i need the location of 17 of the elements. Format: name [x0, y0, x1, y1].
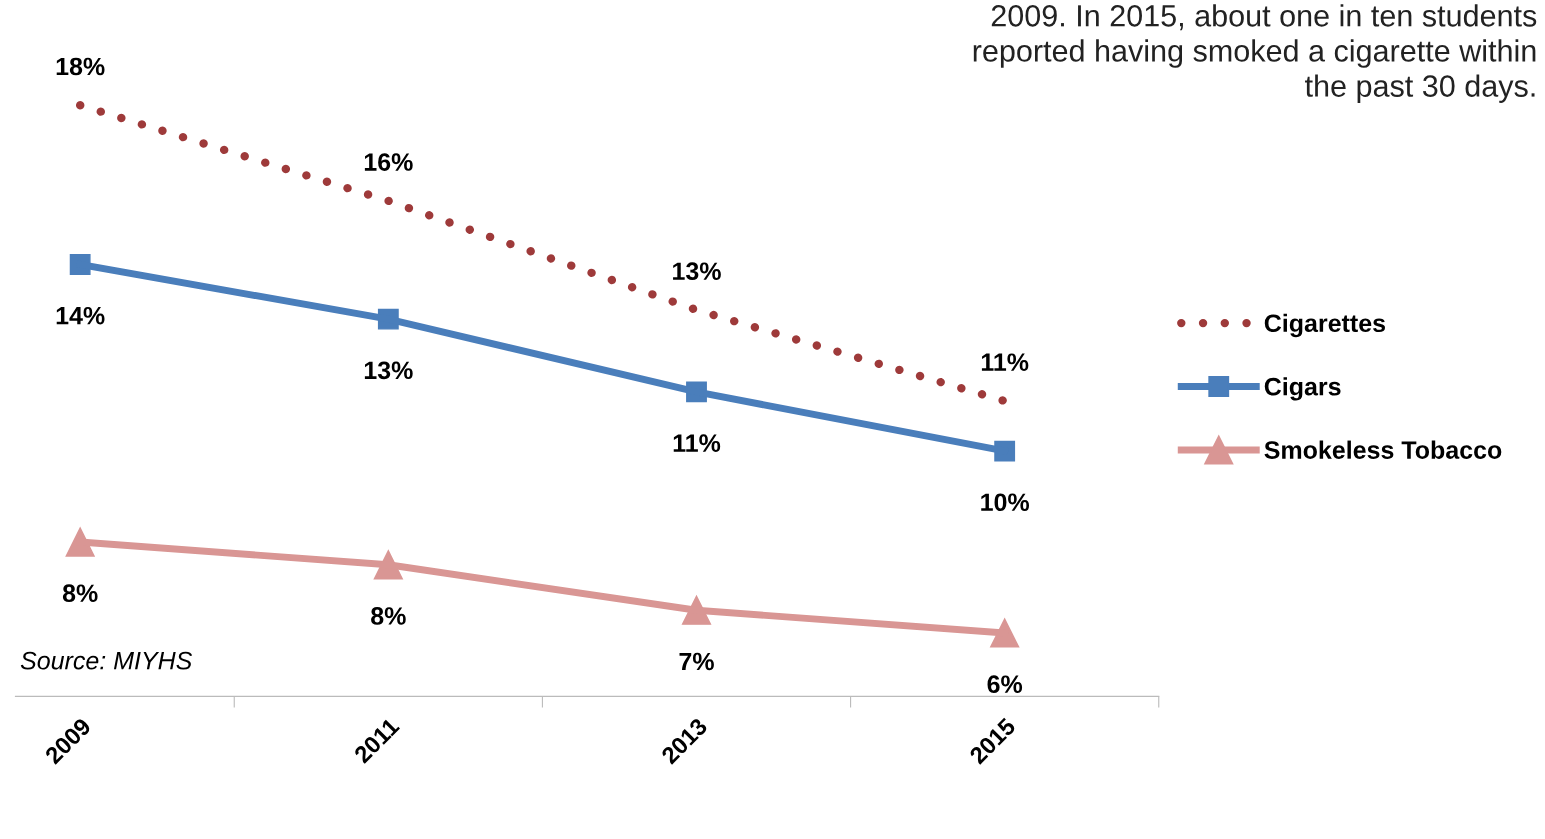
data-label: 13% — [673, 262, 721, 281]
data-label: 11% — [673, 434, 721, 452]
data-label: 14% — [56, 306, 105, 325]
data-label: 10% — [981, 493, 1030, 512]
source-note: Source: MIYHS — [20, 651, 193, 670]
data-label: 16% — [364, 153, 413, 171]
text: 2009. In 2015, about one in ten students reported having smoked a cigarette within the past 30 days. — [973, 4, 1537, 103]
data-label: 8% — [371, 607, 406, 625]
data-label: 18% — [56, 57, 105, 76]
data-label: 13% — [364, 361, 413, 380]
legend-label: Cigars — [1264, 377, 1341, 401]
legend-label: Smokeless Tobacco — [1264, 440, 1502, 459]
data-label: 7% — [679, 652, 714, 671]
data-label: 11% — [981, 353, 1029, 372]
legend-label: Cigarettes — [1264, 313, 1385, 338]
data-label: 8% — [62, 584, 98, 603]
data-label: 6% — [987, 675, 1023, 694]
